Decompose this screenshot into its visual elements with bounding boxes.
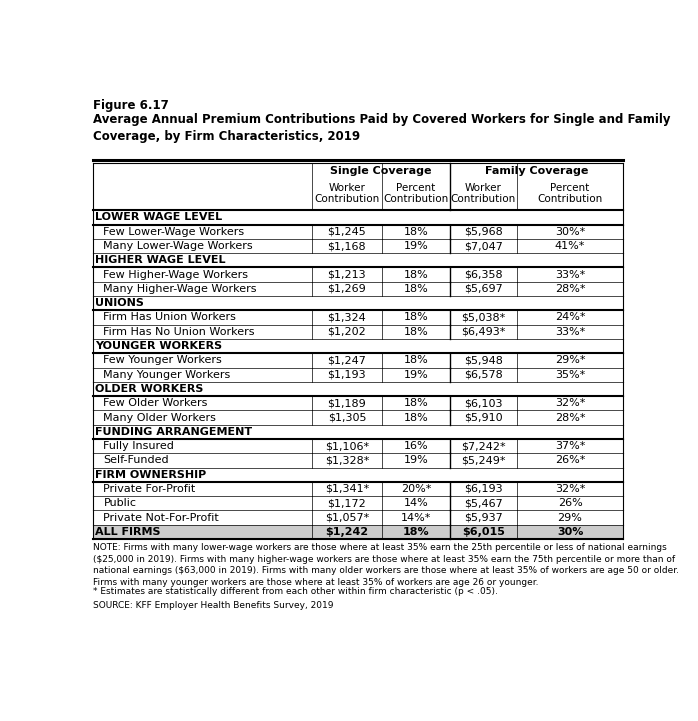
Text: $1,168: $1,168 [327, 241, 366, 251]
Text: 30%: 30% [557, 527, 584, 537]
Text: $1,324: $1,324 [327, 312, 366, 322]
Text: 35%*: 35%* [555, 370, 585, 380]
Text: Family Coverage: Family Coverage [484, 166, 588, 176]
Text: $1,189: $1,189 [327, 398, 366, 408]
Text: 18%: 18% [403, 355, 429, 366]
Text: 30%*: 30%* [555, 227, 585, 236]
Text: NOTE: Firms with many lower-wage workers are those where at least 35% earn the 2: NOTE: Firms with many lower-wage workers… [93, 544, 678, 587]
Text: $7,047: $7,047 [464, 241, 503, 251]
Text: $1,242: $1,242 [325, 527, 369, 537]
Text: Private Not-For-Profit: Private Not-For-Profit [103, 513, 219, 523]
Text: Few Older Workers: Few Older Workers [103, 398, 208, 408]
Text: 29%: 29% [558, 513, 583, 523]
Text: 33%*: 33%* [555, 270, 585, 280]
Text: SOURCE: KFF Employer Health Benefits Survey, 2019: SOURCE: KFF Employer Health Benefits Sur… [93, 601, 333, 610]
Text: Self-Funded: Self-Funded [103, 456, 169, 465]
Text: $6,578: $6,578 [464, 370, 503, 380]
Text: $1,057*: $1,057* [325, 513, 369, 523]
Text: 18%: 18% [403, 270, 429, 280]
Text: 18%: 18% [403, 227, 429, 236]
Text: Worker
Contribution: Worker Contribution [314, 182, 380, 204]
Text: $1,106*: $1,106* [325, 441, 369, 451]
Text: $5,467: $5,467 [464, 498, 503, 508]
Text: Percent
Contribution: Percent Contribution [383, 182, 449, 204]
Text: $1,305: $1,305 [327, 412, 366, 423]
Text: $1,341*: $1,341* [325, 484, 369, 494]
Text: 18%: 18% [403, 398, 429, 408]
Text: 18%: 18% [403, 527, 429, 537]
Text: 24%*: 24%* [555, 312, 586, 322]
Text: * Estimates are statistically different from each other within firm characterist: * Estimates are statistically different … [93, 587, 498, 596]
Text: $1,172: $1,172 [327, 498, 366, 508]
Text: Percent
Contribution: Percent Contribution [537, 182, 602, 204]
Text: Average Annual Premium Contributions Paid by Covered Workers for Single and Fami: Average Annual Premium Contributions Pai… [93, 113, 670, 143]
Text: $5,249*: $5,249* [461, 456, 506, 465]
Text: 32%*: 32%* [555, 398, 585, 408]
Text: Few Younger Workers: Few Younger Workers [103, 355, 222, 366]
Text: 20%*: 20%* [401, 484, 431, 494]
Text: 18%: 18% [403, 312, 429, 322]
Text: 16%: 16% [403, 441, 428, 451]
Text: $6,358: $6,358 [464, 270, 503, 280]
Text: 18%: 18% [403, 284, 429, 294]
Text: LOWER WAGE LEVEL: LOWER WAGE LEVEL [96, 213, 223, 223]
Text: $5,937: $5,937 [464, 513, 503, 523]
Text: Private For-Profit: Private For-Profit [103, 484, 195, 494]
Text: 37%*: 37%* [555, 441, 585, 451]
Text: FUNDING ARRANGEMENT: FUNDING ARRANGEMENT [96, 427, 253, 437]
Text: 14%*: 14%* [401, 513, 431, 523]
Text: Many Higher-Wage Workers: Many Higher-Wage Workers [103, 284, 257, 294]
Text: 28%*: 28%* [555, 412, 586, 423]
Text: $5,968: $5,968 [464, 227, 503, 236]
Text: $1,213: $1,213 [327, 270, 366, 280]
Text: Few Lower-Wage Workers: Few Lower-Wage Workers [103, 227, 244, 236]
Text: Many Lower-Wage Workers: Many Lower-Wage Workers [103, 241, 253, 251]
Text: UNIONS: UNIONS [96, 298, 144, 308]
Text: Firm Has No Union Workers: Firm Has No Union Workers [103, 327, 255, 337]
Text: 14%: 14% [403, 498, 429, 508]
Text: $1,193: $1,193 [327, 370, 366, 380]
Text: $1,245: $1,245 [327, 227, 366, 236]
Text: Few Higher-Wage Workers: Few Higher-Wage Workers [103, 270, 248, 280]
Text: Worker
Contribution: Worker Contribution [451, 182, 516, 204]
Text: Single Coverage: Single Coverage [330, 166, 431, 176]
Text: 19%: 19% [403, 370, 429, 380]
Text: $1,247: $1,247 [327, 355, 366, 366]
Text: 41%*: 41%* [555, 241, 585, 251]
Text: HIGHER WAGE LEVEL: HIGHER WAGE LEVEL [96, 255, 226, 265]
Text: 26%*: 26%* [555, 456, 585, 465]
Text: 19%: 19% [403, 241, 429, 251]
Text: Many Older Workers: Many Older Workers [103, 412, 216, 423]
Text: Many Younger Workers: Many Younger Workers [103, 370, 231, 380]
Text: 19%: 19% [403, 456, 429, 465]
Text: $5,910: $5,910 [464, 412, 503, 423]
Text: 33%*: 33%* [555, 327, 585, 337]
Text: 28%*: 28%* [555, 284, 586, 294]
Text: $1,328*: $1,328* [325, 456, 369, 465]
Text: $7,242*: $7,242* [461, 441, 506, 451]
Text: $6,193: $6,193 [464, 484, 503, 494]
Text: $5,697: $5,697 [464, 284, 503, 294]
Text: 26%: 26% [558, 498, 582, 508]
Bar [93, 525, 623, 539]
Text: FIRM OWNERSHIP: FIRM OWNERSHIP [96, 469, 207, 479]
Text: 29%*: 29%* [555, 355, 586, 366]
Text: $6,493*: $6,493* [461, 327, 505, 337]
Text: $5,038*: $5,038* [461, 312, 505, 322]
Text: Firm Has Union Workers: Firm Has Union Workers [103, 312, 237, 322]
Text: $6,103: $6,103 [464, 398, 503, 408]
Text: Fully Insured: Fully Insured [103, 441, 174, 451]
Text: $6,015: $6,015 [462, 527, 505, 537]
Text: 18%: 18% [403, 412, 429, 423]
Text: OLDER WORKERS: OLDER WORKERS [96, 384, 204, 394]
Text: ALL FIRMS: ALL FIRMS [96, 527, 161, 537]
Text: $1,269: $1,269 [327, 284, 366, 294]
Text: $5,948: $5,948 [464, 355, 503, 366]
Text: YOUNGER WORKERS: YOUNGER WORKERS [96, 341, 223, 351]
Text: Figure 6.17: Figure 6.17 [93, 99, 168, 112]
Text: Public: Public [103, 498, 137, 508]
Text: 18%: 18% [403, 327, 429, 337]
Text: 32%*: 32%* [555, 484, 585, 494]
Text: $1,202: $1,202 [327, 327, 366, 337]
